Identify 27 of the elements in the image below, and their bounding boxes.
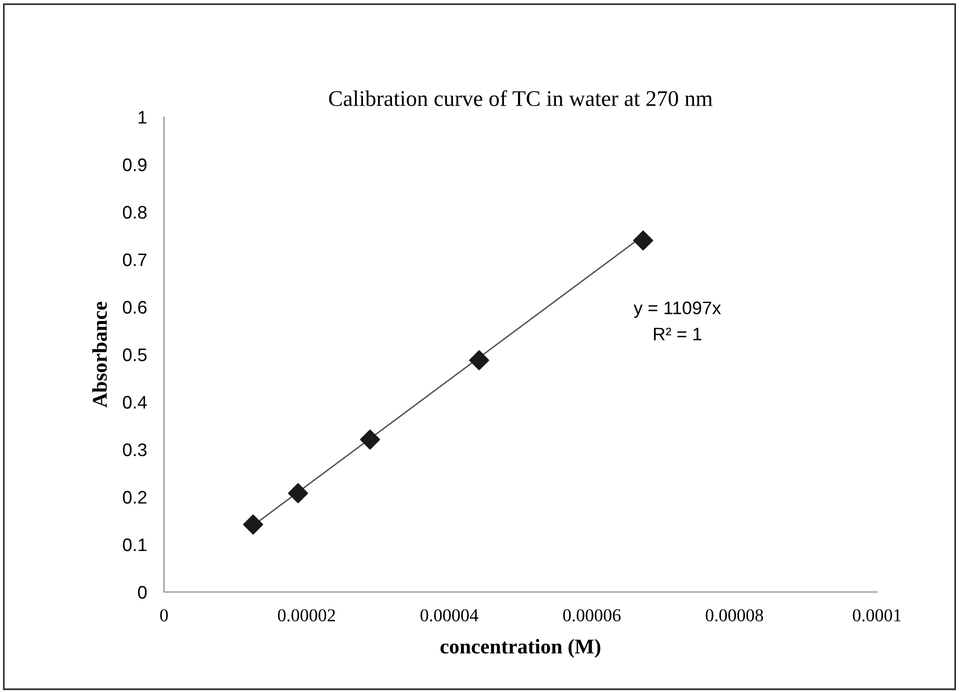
point xyxy=(288,483,308,504)
x-tick-label: 0.0001 xyxy=(852,609,901,622)
point xyxy=(243,514,264,535)
x-tick-label: 0.00006 xyxy=(563,609,621,622)
y-tick-label: 0.6 xyxy=(122,300,147,314)
x-tick-label: 0 xyxy=(160,609,168,622)
x-axis-title: concentration (M) xyxy=(440,638,600,658)
chart-title: Calibration curve of TC in water at 270 nm xyxy=(329,90,712,106)
y-tick-label: 0.2 xyxy=(122,490,146,504)
point xyxy=(360,430,380,450)
y-axis-title: Absorbance xyxy=(92,302,107,408)
x-tick-label: 0.00004 xyxy=(420,609,478,622)
y-tick-label: 0.7 xyxy=(122,253,146,266)
y-tick-label: 1 xyxy=(138,111,146,124)
y-tick-label: 0.4 xyxy=(122,396,147,409)
y-tick-label: 0.3 xyxy=(122,443,147,456)
y-tick-label: 0 xyxy=(138,586,147,599)
point xyxy=(633,230,654,251)
x-tick-label: 0.00002 xyxy=(278,609,335,622)
annotation: y = 11097x xyxy=(634,302,721,318)
annotation: R² = 1 xyxy=(654,328,702,340)
y-tick-label: 0.8 xyxy=(122,206,147,219)
x-tick-label: 0.00008 xyxy=(706,609,764,622)
y-tick-label: 0.5 xyxy=(122,348,147,362)
y-tick-label: 0.9 xyxy=(122,158,146,172)
y-tick-label: 0.1 xyxy=(122,538,146,552)
point xyxy=(469,350,490,370)
